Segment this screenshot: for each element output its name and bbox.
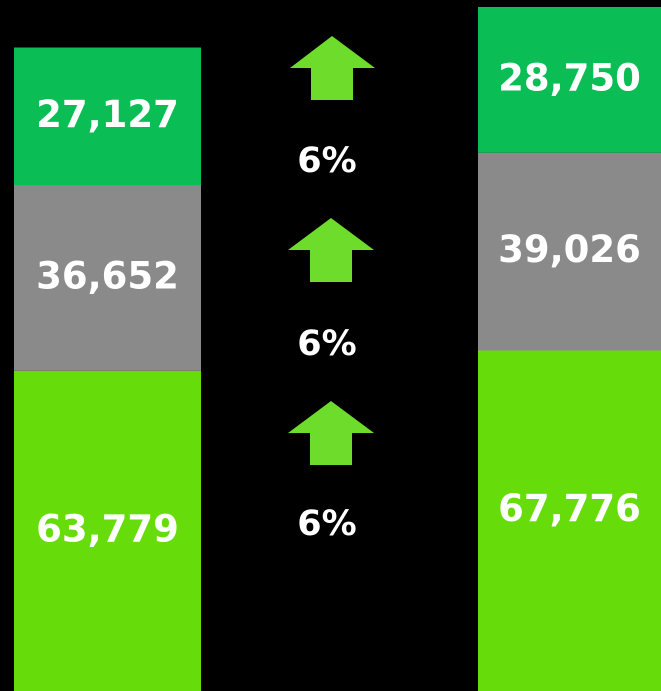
bar-segment [478, 152, 661, 351]
growth-label: 6% [297, 324, 356, 364]
up-arrow [288, 401, 374, 465]
growth-label: 6% [297, 504, 356, 544]
bar-segment [14, 184, 201, 371]
value-label: 39,026 [498, 228, 641, 271]
bar-segment [478, 350, 661, 691]
up-arrow [288, 218, 374, 282]
arrows [288, 36, 375, 465]
up-arrow [290, 36, 375, 100]
value-label: 28,750 [498, 56, 641, 99]
value-label: 27,127 [36, 93, 179, 136]
growth-label: 6% [297, 141, 356, 181]
value-label: 36,652 [36, 254, 179, 297]
value-label: 67,776 [498, 487, 641, 530]
bar-segment [14, 370, 201, 691]
value-label: 63,779 [36, 507, 179, 550]
bar-segment [14, 47, 201, 185]
bar-segment [478, 7, 661, 153]
